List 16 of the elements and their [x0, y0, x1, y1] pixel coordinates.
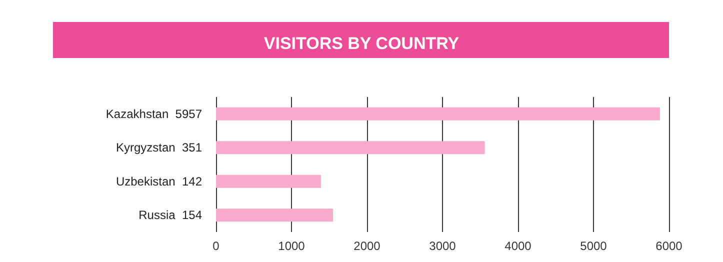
y-tick-label: Kazakhstan 5957	[106, 106, 202, 121]
chart-title: VISITORS BY COUNTRY	[264, 34, 460, 53]
x-tick-label: 3000	[429, 239, 456, 253]
x-tick-label: 2000	[354, 239, 381, 253]
y-tick-label: Russia 154	[138, 208, 202, 222]
bar	[216, 174, 321, 188]
x-tick-label: 4000	[504, 239, 532, 253]
bar	[216, 208, 334, 222]
x-tick-label: 1000	[278, 239, 306, 253]
y-tick-label: Kyrgyzstan 351	[116, 140, 202, 155]
bar	[216, 141, 485, 154]
bar	[216, 107, 660, 120]
x-tick-label: 5000	[580, 239, 608, 253]
y-tick-label: Uzbekistan 142	[116, 174, 202, 188]
x-tick-label: 0	[212, 239, 220, 253]
x-tick-label: 6000	[656, 239, 683, 253]
